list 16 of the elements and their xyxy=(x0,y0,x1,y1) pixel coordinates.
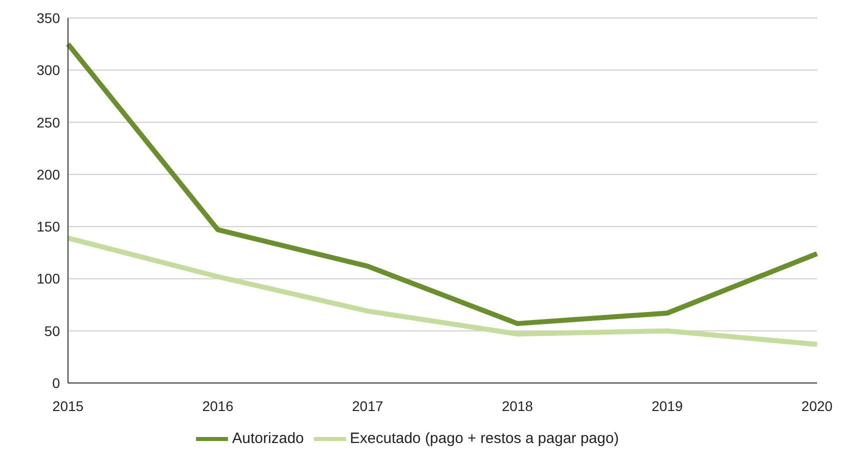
y-tick-label: 150 xyxy=(36,218,60,235)
legend-label: Executado (pago + restos a pagar pago) xyxy=(350,430,619,447)
y-tick-label: 0 xyxy=(52,374,60,391)
x-tick-label: 2016 xyxy=(202,398,234,414)
x-tick-label: 2020 xyxy=(801,398,833,414)
y-tick-label: 100 xyxy=(36,270,60,287)
y-tick-label: 200 xyxy=(36,166,60,182)
x-tick-label: 2015 xyxy=(52,398,84,414)
y-tick-label: 50 xyxy=(44,322,60,339)
legend-label: Autorizado xyxy=(232,430,304,447)
y-tick-label: 300 xyxy=(36,62,60,78)
y-tick-label: 350 xyxy=(36,10,60,26)
x-tick-label: 2018 xyxy=(502,398,534,414)
x-tick-label: 2017 xyxy=(352,398,384,414)
x-tick-label: 2019 xyxy=(652,398,683,414)
y-tick-label: 250 xyxy=(36,114,60,130)
